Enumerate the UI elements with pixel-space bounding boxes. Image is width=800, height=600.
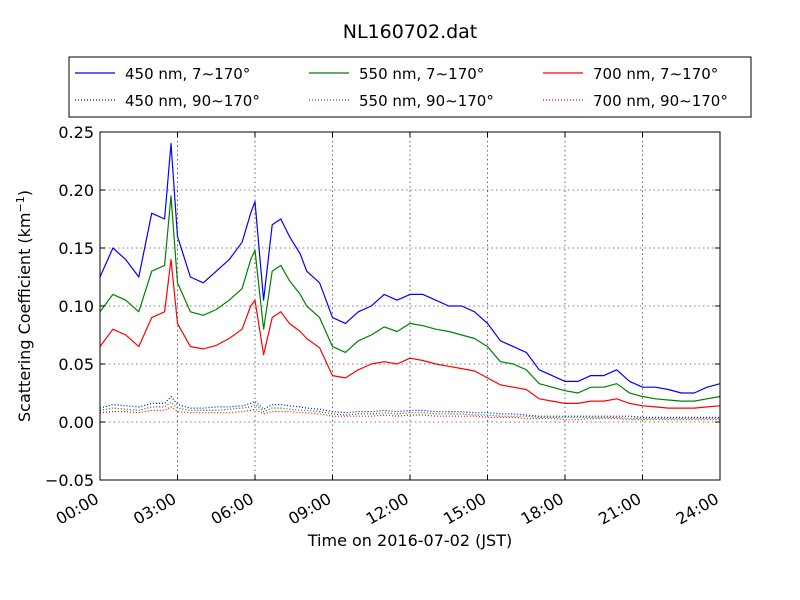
series-group — [99, 143, 721, 421]
x-tick-label: 06:00 — [208, 489, 257, 529]
x-tick-label: 12:00 — [363, 489, 412, 529]
y-axis-label: Scattering Coefficient (km−1) — [14, 190, 34, 422]
x-tick-label: 24:00 — [673, 489, 722, 529]
legend: 450 nm, 7∼170° 550 nm, 7∼170° 700 nm, 7∼17… — [68, 56, 752, 118]
legend-label: 700 nm, 90∼170° — [593, 92, 728, 110]
x-tick-label: 00:00 — [53, 489, 102, 529]
legend-entries: 450 nm, 7∼170° 550 nm, 7∼170° 700 nm, 7∼17… — [75, 65, 728, 110]
legend-label: 450 nm, 90∼170° — [125, 92, 260, 110]
y-axis-label-sup: −1 — [14, 196, 27, 212]
series-line — [99, 406, 720, 421]
y-axis-label-close: ) — [15, 190, 34, 196]
y-tick-label: 0.10 — [58, 297, 94, 316]
y-tick-label: −0.05 — [45, 471, 94, 490]
y-ticks: −0.05 0.00 0.05 0.10 0.15 0.20 0.25 — [45, 123, 720, 490]
y-axis-label-main: Scattering Coefficient (km — [15, 212, 34, 422]
y-tick-label: 0.00 — [58, 413, 94, 432]
x-tick-label: 03:00 — [130, 489, 179, 529]
legend-label: 550 nm, 7∼170° — [359, 65, 484, 83]
series-line — [99, 395, 720, 418]
legend-label: 700 nm, 7∼170° — [593, 65, 718, 83]
chart-title: NL160702.dat — [343, 21, 478, 43]
x-tick-label: 09:00 — [285, 489, 334, 529]
y-tick-label: 0.05 — [58, 355, 94, 374]
x-axis-label: Time on 2016-07-02 (JST) — [307, 531, 512, 550]
y-tick-label: 0.25 — [58, 123, 94, 142]
x-tick-label: 18:00 — [518, 489, 567, 529]
x-ticks: 00:00 03:00 06:00 09:00 12:00 15:00 18:00 21:00… — [53, 132, 722, 529]
y-tick-label: 0.15 — [58, 239, 94, 258]
x-tick-label: 21:00 — [595, 489, 644, 529]
legend-box — [68, 56, 752, 118]
legend-label: 450 nm, 7∼170° — [125, 65, 250, 83]
y-tick-label: 0.20 — [58, 181, 94, 200]
grid — [100, 132, 720, 480]
series-line — [99, 143, 721, 394]
legend-label: 550 nm, 90∼170° — [359, 92, 494, 110]
x-tick-label: 15:00 — [440, 489, 489, 529]
series-line — [99, 195, 721, 402]
series-line — [99, 259, 721, 409]
